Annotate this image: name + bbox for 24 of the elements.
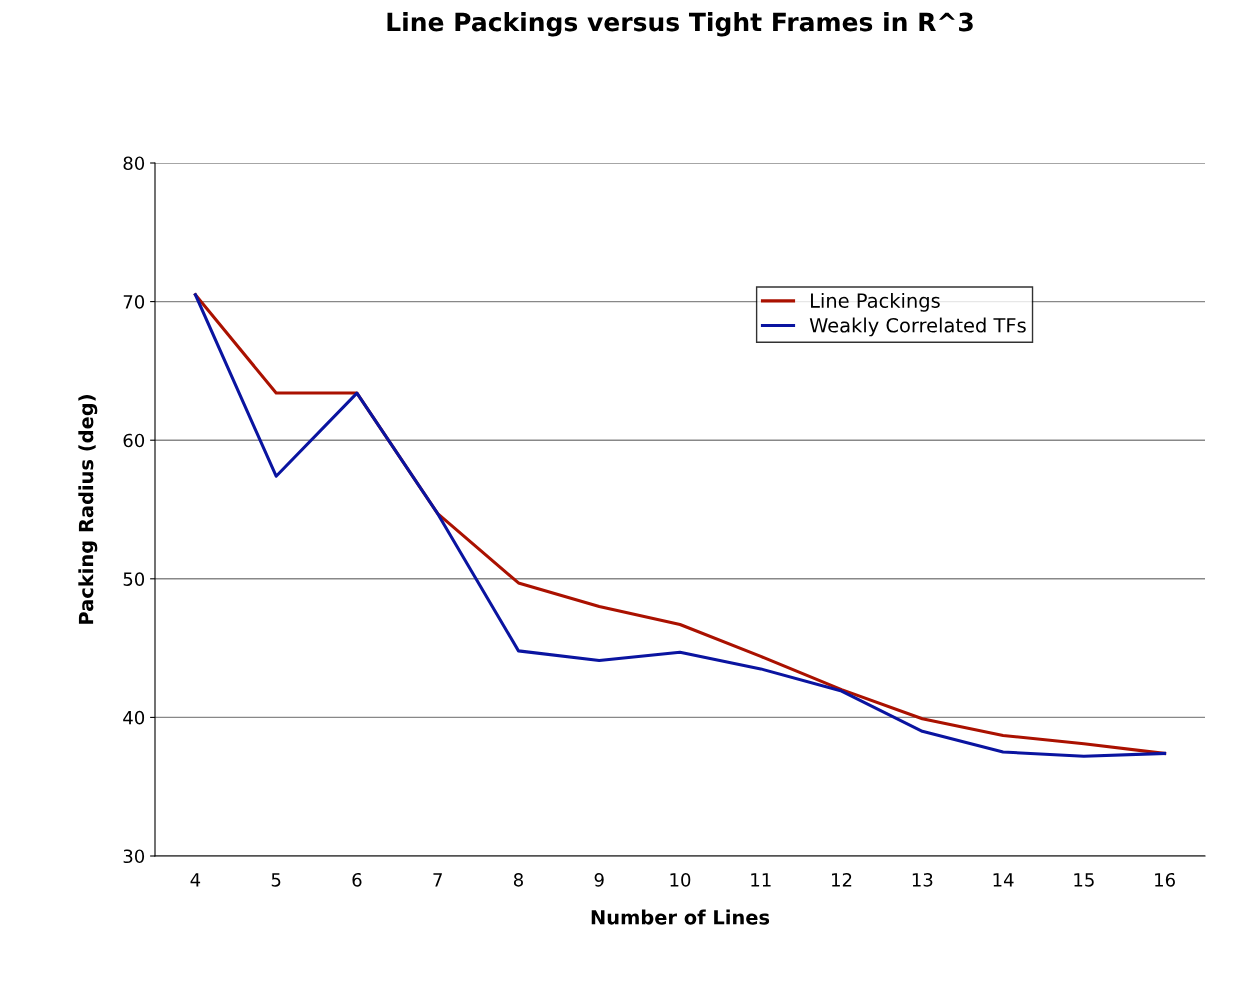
x-tick-label: 8 (513, 872, 523, 887)
x-tick-label: 5 (271, 873, 281, 887)
x-tick-label: 13 (912, 872, 933, 887)
chart-title: Line Packings versus Tight Frames in R^3 (387, 12, 973, 37)
x-tick-label: 11 (751, 873, 771, 887)
y-tick-label: 70 (123, 295, 145, 309)
x-tick-label: 6 (352, 872, 362, 887)
x-tick-label: 15 (1074, 873, 1094, 887)
x-tick-label: 10 (670, 872, 691, 887)
legend-label: Weakly Correlated TFs (809, 317, 1026, 337)
y-tick-label: 80 (123, 156, 145, 171)
x-tick-label: 9 (594, 872, 604, 887)
x-tick-label: 16 (1155, 872, 1175, 887)
y-tick-label: 60 (123, 433, 145, 448)
y-tick-label: 30 (123, 849, 145, 864)
x-tick-label: 7 (433, 873, 442, 887)
x-axis-title: Number of Lines (591, 909, 770, 925)
y-axis-title: Packing Radius (deg) (78, 395, 98, 624)
y-tick-label: 40 (123, 710, 145, 725)
x-tick-label: 14 (993, 873, 1014, 887)
legend-label: Line Packings (811, 292, 940, 312)
x-tick-label: 4 (190, 873, 201, 887)
y-tick-label: 50 (123, 572, 145, 586)
x-tick-label: 12 (832, 872, 852, 887)
